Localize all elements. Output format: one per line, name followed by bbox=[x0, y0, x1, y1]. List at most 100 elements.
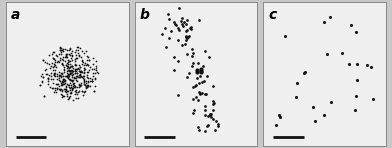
Point bbox=[85, 55, 91, 58]
Point bbox=[43, 73, 49, 76]
Point bbox=[73, 70, 80, 72]
Point bbox=[59, 49, 65, 52]
Point bbox=[52, 64, 58, 67]
Point bbox=[74, 67, 81, 69]
Point bbox=[321, 114, 327, 116]
Point bbox=[65, 84, 71, 86]
Point bbox=[49, 57, 56, 59]
Point bbox=[214, 125, 221, 127]
Point bbox=[76, 54, 82, 57]
Point bbox=[207, 113, 213, 115]
Point bbox=[65, 77, 71, 79]
Point bbox=[45, 83, 51, 85]
Point bbox=[60, 79, 66, 82]
Point bbox=[65, 76, 71, 78]
Point bbox=[67, 70, 73, 72]
Point bbox=[197, 92, 203, 94]
Point bbox=[67, 95, 73, 97]
Point bbox=[55, 60, 62, 62]
Point bbox=[56, 47, 63, 50]
Point bbox=[53, 83, 59, 86]
Point bbox=[77, 76, 83, 78]
Point bbox=[64, 56, 71, 58]
Point bbox=[43, 68, 49, 70]
Point bbox=[162, 27, 169, 29]
Point bbox=[62, 75, 68, 77]
Point bbox=[370, 98, 376, 100]
Point bbox=[76, 64, 82, 66]
Point bbox=[66, 97, 73, 99]
Point bbox=[69, 74, 75, 76]
Point bbox=[67, 70, 73, 72]
Point bbox=[189, 55, 195, 57]
Point bbox=[168, 30, 174, 32]
Point bbox=[86, 58, 93, 61]
Point bbox=[51, 58, 58, 60]
Point bbox=[75, 97, 81, 99]
Point bbox=[62, 91, 69, 94]
Point bbox=[64, 75, 70, 77]
Point bbox=[196, 128, 202, 131]
Point bbox=[66, 73, 73, 75]
Point bbox=[69, 69, 75, 72]
Point bbox=[59, 84, 65, 86]
Point bbox=[196, 82, 203, 84]
Point bbox=[201, 80, 207, 83]
Point bbox=[76, 83, 82, 86]
Point bbox=[63, 56, 69, 58]
Point bbox=[211, 129, 218, 131]
Point bbox=[77, 84, 83, 86]
Point bbox=[92, 71, 98, 74]
Point bbox=[58, 88, 64, 90]
Point bbox=[76, 66, 83, 68]
Point bbox=[74, 49, 81, 51]
Point bbox=[60, 83, 67, 85]
Point bbox=[198, 68, 205, 70]
Point bbox=[328, 101, 334, 103]
Point bbox=[67, 92, 74, 94]
Point bbox=[85, 80, 91, 82]
Point bbox=[49, 86, 55, 89]
Point bbox=[89, 79, 95, 82]
Point bbox=[202, 93, 208, 95]
Point bbox=[68, 86, 74, 88]
Point bbox=[190, 52, 196, 54]
Point bbox=[66, 70, 73, 72]
Point bbox=[73, 89, 80, 91]
Point bbox=[69, 89, 75, 92]
Point bbox=[52, 89, 58, 91]
Point bbox=[90, 63, 96, 65]
Point bbox=[175, 93, 181, 96]
Point bbox=[69, 88, 75, 90]
Point bbox=[192, 84, 199, 87]
Point bbox=[73, 77, 79, 80]
Point bbox=[62, 88, 68, 90]
Point bbox=[52, 61, 58, 64]
Point bbox=[191, 109, 198, 111]
Point bbox=[186, 72, 192, 74]
Point bbox=[79, 50, 85, 52]
Point bbox=[57, 73, 64, 76]
Point bbox=[52, 75, 58, 77]
Point bbox=[166, 18, 172, 21]
Point bbox=[208, 116, 214, 118]
Point bbox=[44, 73, 50, 75]
Point bbox=[52, 59, 58, 61]
Point bbox=[65, 74, 72, 77]
Point bbox=[69, 71, 75, 74]
Point bbox=[74, 74, 80, 77]
Point bbox=[41, 94, 47, 97]
Point bbox=[76, 68, 82, 71]
Point bbox=[58, 84, 65, 86]
Point bbox=[178, 20, 184, 22]
Point bbox=[364, 64, 370, 66]
Point bbox=[69, 87, 75, 89]
Point bbox=[65, 73, 72, 76]
Point bbox=[63, 64, 69, 67]
Point bbox=[77, 47, 83, 49]
Point bbox=[91, 68, 97, 70]
Point bbox=[58, 72, 64, 75]
Point bbox=[72, 77, 78, 79]
Point bbox=[64, 75, 70, 77]
Point bbox=[62, 90, 68, 92]
